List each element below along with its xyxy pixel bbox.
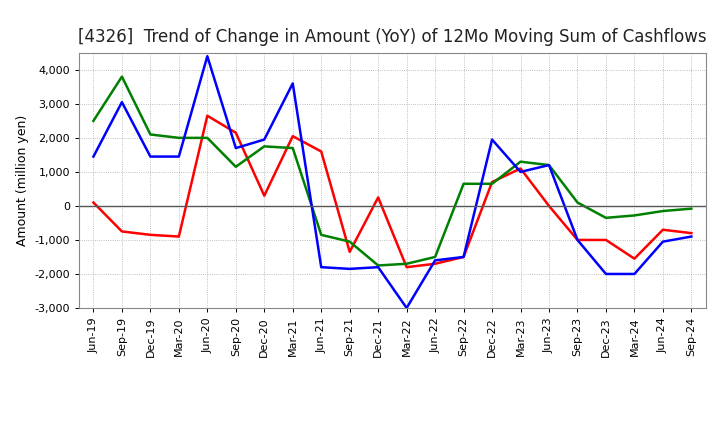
Investing Cashflow [545, 162, 554, 168]
Investing Cashflow [174, 135, 183, 140]
Free Cashflow [516, 169, 525, 175]
Operating Cashflow [146, 232, 155, 238]
Investing Cashflow [687, 206, 696, 211]
Free Cashflow [203, 54, 212, 59]
Operating Cashflow [630, 256, 639, 261]
Y-axis label: Amount (million yen): Amount (million yen) [16, 115, 29, 246]
Line: Investing Cashflow: Investing Cashflow [94, 77, 691, 265]
Operating Cashflow [374, 195, 382, 200]
Investing Cashflow [203, 135, 212, 140]
Operating Cashflow [317, 149, 325, 154]
Free Cashflow [459, 254, 468, 260]
Free Cashflow [146, 154, 155, 159]
Operating Cashflow [487, 180, 496, 185]
Investing Cashflow [402, 261, 411, 266]
Investing Cashflow [374, 263, 382, 268]
Operating Cashflow [289, 133, 297, 139]
Operating Cashflow [573, 237, 582, 242]
Free Cashflow [402, 305, 411, 311]
Investing Cashflow [630, 213, 639, 218]
Free Cashflow [174, 154, 183, 159]
Investing Cashflow [573, 200, 582, 205]
Free Cashflow [346, 266, 354, 271]
Investing Cashflow [232, 164, 240, 169]
Free Cashflow [117, 99, 126, 105]
Free Cashflow [260, 137, 269, 142]
Free Cashflow [659, 239, 667, 244]
Free Cashflow [602, 271, 611, 277]
Investing Cashflow [487, 181, 496, 187]
Operating Cashflow [602, 237, 611, 242]
Operating Cashflow [431, 261, 439, 266]
Line: Free Cashflow: Free Cashflow [94, 56, 691, 308]
Investing Cashflow [289, 146, 297, 151]
Operating Cashflow [260, 193, 269, 198]
Investing Cashflow [516, 159, 525, 164]
Free Cashflow [545, 162, 554, 168]
Investing Cashflow [260, 144, 269, 149]
Operating Cashflow [203, 113, 212, 118]
Operating Cashflow [402, 264, 411, 270]
Operating Cashflow [117, 229, 126, 234]
Operating Cashflow [232, 130, 240, 136]
Investing Cashflow [117, 74, 126, 79]
Operating Cashflow [89, 200, 98, 205]
Line: Operating Cashflow: Operating Cashflow [94, 116, 691, 267]
Investing Cashflow [659, 209, 667, 214]
Title: [4326]  Trend of Change in Amount (YoY) of 12Mo Moving Sum of Cashflows: [4326] Trend of Change in Amount (YoY) o… [78, 28, 707, 46]
Free Cashflow [232, 146, 240, 151]
Free Cashflow [289, 81, 297, 86]
Operating Cashflow [346, 249, 354, 254]
Investing Cashflow [459, 181, 468, 187]
Free Cashflow [89, 154, 98, 159]
Investing Cashflow [346, 239, 354, 244]
Investing Cashflow [602, 215, 611, 220]
Free Cashflow [573, 237, 582, 242]
Free Cashflow [374, 264, 382, 270]
Investing Cashflow [89, 118, 98, 124]
Free Cashflow [687, 234, 696, 239]
Free Cashflow [487, 137, 496, 142]
Operating Cashflow [659, 227, 667, 232]
Operating Cashflow [516, 166, 525, 171]
Operating Cashflow [174, 234, 183, 239]
Investing Cashflow [317, 232, 325, 238]
Free Cashflow [630, 271, 639, 277]
Operating Cashflow [545, 203, 554, 209]
Free Cashflow [317, 264, 325, 270]
Operating Cashflow [687, 231, 696, 236]
Free Cashflow [431, 258, 439, 263]
Operating Cashflow [459, 254, 468, 260]
Investing Cashflow [146, 132, 155, 137]
Investing Cashflow [431, 254, 439, 260]
